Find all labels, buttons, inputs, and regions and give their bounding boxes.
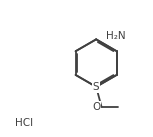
Text: S: S (93, 82, 99, 92)
Text: HCl: HCl (15, 118, 34, 128)
Text: O: O (92, 102, 100, 112)
Text: H₂N: H₂N (106, 31, 126, 41)
